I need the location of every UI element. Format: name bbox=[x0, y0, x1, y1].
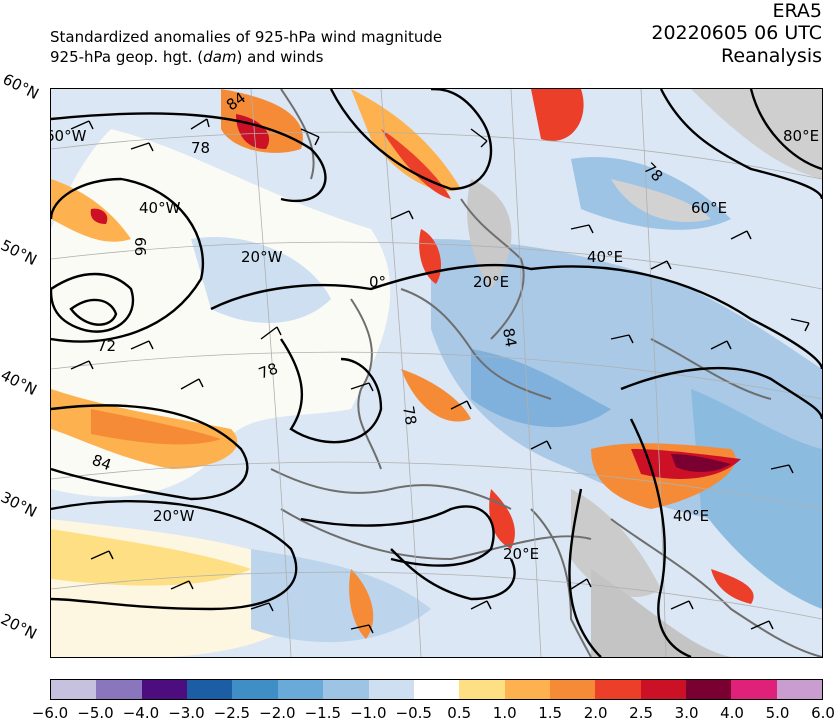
colorbar-tick-label: 4.0 bbox=[720, 704, 744, 722]
datetime-label: 20220605 06 UTC bbox=[651, 22, 822, 44]
colorbar-segment bbox=[413, 680, 460, 699]
colorbar-segment bbox=[776, 680, 823, 699]
colorbar-segment bbox=[51, 680, 97, 699]
colorbar-segment bbox=[277, 680, 324, 699]
lon-label: 20°E bbox=[503, 545, 539, 563]
colorbar-tick-label: −1.5 bbox=[304, 704, 342, 722]
colorbar-segment bbox=[549, 680, 596, 699]
colorbar-segment bbox=[686, 680, 732, 699]
colorbar-tick-label: −2.0 bbox=[259, 704, 296, 722]
lon-label: 40°E bbox=[673, 507, 709, 525]
colorbar-segment bbox=[640, 680, 687, 699]
lat-label: 60°N bbox=[0, 70, 42, 104]
colorbar-segment bbox=[187, 680, 233, 699]
colorbar-tick-label: 3.0 bbox=[674, 704, 699, 722]
map-title: Standardized anomalies of 925-hPa wind m… bbox=[50, 28, 443, 46]
colorbar-segment bbox=[459, 680, 505, 699]
map-panel[interactable]: 60°W 40°W 20°W 0° 20°E 40°E 60°E 80°E 20… bbox=[50, 88, 823, 658]
contour-label: 78 bbox=[191, 139, 210, 157]
coastlines bbox=[270, 89, 822, 657]
colorbar-tick-label: −2.5 bbox=[213, 704, 251, 722]
colorbar-segment bbox=[368, 680, 414, 699]
colorbar-segment bbox=[232, 680, 278, 699]
lon-label: 0° bbox=[369, 273, 386, 291]
dataset-label: ERA5 bbox=[772, 0, 822, 22]
lat-label: 40°N bbox=[0, 366, 40, 400]
colorbar-tick-label: 6.0 bbox=[811, 704, 834, 722]
colorbar-tick-label: 0.5 bbox=[447, 704, 472, 722]
lat-label: 30°N bbox=[0, 488, 40, 522]
contour-label: 66 bbox=[131, 237, 149, 256]
contour-label: 78 bbox=[399, 405, 420, 427]
map-subtitle: 925-hPa geop. hgt. (dam) and winds bbox=[50, 48, 324, 66]
colorbar-segment bbox=[141, 680, 188, 699]
lat-label: 20°N bbox=[0, 610, 40, 644]
colorbar-ticks: −6.0 −5.0 −4.0 −3.0 −2.5 −2.0 −1.5 −1.0 −0.5 0.5 1… bbox=[0, 704, 834, 724]
colorbar-segment bbox=[595, 680, 641, 699]
lon-label: 80°E bbox=[783, 127, 819, 145]
colorbar-tick-label: −1.0 bbox=[350, 704, 387, 722]
lon-label: 20°W bbox=[241, 248, 283, 266]
colorbar-tick-label: −3.0 bbox=[168, 704, 205, 722]
lon-labels: 60°W 40°W 20°W 0° 20°E 40°E 60°E 80°E 20… bbox=[51, 127, 819, 563]
contour-label: 78 bbox=[256, 359, 280, 382]
colorbar bbox=[50, 679, 823, 700]
lon-label: 20°E bbox=[473, 273, 509, 291]
colorbar-tick-label: 2.0 bbox=[583, 704, 608, 722]
lon-label: 40°E bbox=[587, 248, 623, 266]
product-label: Reanalysis bbox=[721, 45, 822, 67]
colorbar-tick-label: 5.0 bbox=[765, 704, 790, 722]
lat-label: 50°N bbox=[0, 236, 40, 270]
colorbar-tick-label: −0.5 bbox=[395, 704, 432, 722]
lon-label: 60°W bbox=[51, 127, 87, 145]
colorbar-tick-label: 2.5 bbox=[629, 704, 654, 722]
contour-label: 72 bbox=[97, 337, 116, 355]
lon-label: 40°W bbox=[139, 199, 181, 217]
colorbar-tick-label: 1.5 bbox=[538, 704, 563, 722]
contour-label: 84 bbox=[90, 451, 114, 474]
colorbar-segment bbox=[323, 680, 369, 699]
colorbar-segment bbox=[731, 680, 777, 699]
colorbar-tick-label: −5.0 bbox=[77, 704, 114, 722]
wind-barbs bbox=[70, 118, 810, 634]
lon-label: 20°W bbox=[153, 507, 195, 525]
map-canvas: 60°W 40°W 20°W 0° 20°E 40°E 60°E 80°E 20… bbox=[51, 89, 822, 657]
contour-label: 84 bbox=[499, 327, 520, 349]
colorbar-segment bbox=[96, 680, 142, 699]
colorbar-segment bbox=[504, 680, 550, 699]
lon-label: 60°E bbox=[691, 199, 727, 217]
colorbar-tick-label: −4.0 bbox=[122, 704, 160, 722]
height-contours bbox=[51, 89, 822, 657]
colorbar-tick-label: −6.0 bbox=[31, 704, 69, 722]
colorbar-tick-label: 1.0 bbox=[492, 704, 517, 722]
